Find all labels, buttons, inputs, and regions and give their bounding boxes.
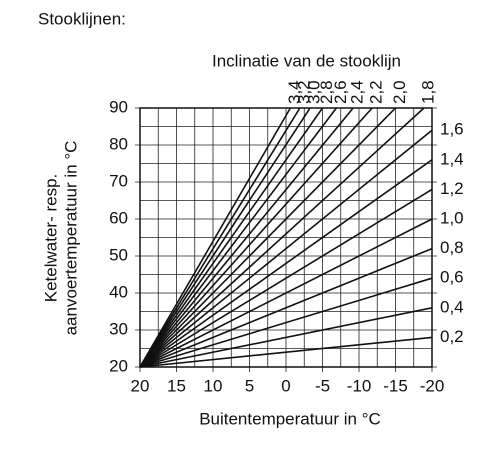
y-axis-label: aanvoertemperatuur in °C [61,141,80,336]
x-tick-label: 15 [167,376,186,395]
legend-label: 0,6 [440,268,464,287]
legend-label: 2,8 [317,80,336,104]
curve [139,336,433,368]
y-tick-label: 90 [109,97,128,116]
curve [139,107,338,368]
curve [139,159,433,368]
curve [139,188,433,368]
legend-label: 2,6 [331,80,350,104]
x-tick-label: 5 [245,376,254,395]
legend-label: 1,0 [440,208,464,227]
curve [139,107,292,368]
chart-subtitle: Inclinatie van de stooklijn [212,51,401,70]
legend-label: 1,4 [440,149,464,168]
y-tick-label: 80 [109,134,128,153]
curve [139,307,433,368]
y-axis-label: Ketelwater- resp. [41,174,60,303]
curve [139,247,433,368]
y-tick-label: 50 [109,245,128,264]
x-tick-label: -15 [383,376,408,395]
y-tick-label: 30 [109,319,128,338]
legend-label: 1,2 [440,179,464,198]
legend-label: 1,6 [440,120,464,139]
curve [139,107,311,368]
y-tick-label: 60 [109,208,128,227]
legend-label: 2,4 [348,80,367,104]
curve [139,107,373,368]
plot-frame [139,107,433,368]
x-tick-label: 0 [281,376,290,395]
curve [139,129,433,368]
curve [139,107,324,368]
curve [139,277,433,368]
x-tick-label: -5 [315,376,330,395]
x-tick-label: -10 [347,376,372,395]
y-tick-label: 70 [109,171,128,190]
chart-title: Stooklijnen: [38,9,126,28]
y-tick-label: 20 [109,356,128,375]
x-tick-label: 20 [131,376,150,395]
legend-label: 0,2 [440,327,464,346]
legend-label: 0,4 [440,297,464,316]
x-tick-label: -20 [420,376,445,395]
legend-label: 0,8 [440,238,464,257]
x-tick-label: 10 [204,376,223,395]
curve [139,218,433,368]
curve [139,107,397,368]
curve [139,107,354,368]
legend-label: 3,2 [294,80,313,104]
legend-label: 3,4 [285,80,304,104]
x-axis-label: Buitentemperatuur in °C [199,409,381,428]
legend-label: 2,0 [390,80,409,104]
y-tick-label: 40 [109,282,128,301]
curve [139,107,425,368]
legend-label: 2,2 [367,80,386,104]
legend-label: 3,0 [305,80,324,104]
legend-label: 1,8 [418,80,437,104]
curve [139,107,301,368]
